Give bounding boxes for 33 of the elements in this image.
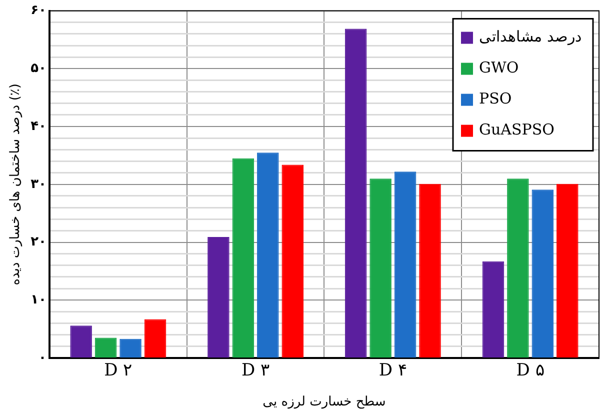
bar [120,338,142,358]
bar [556,184,578,358]
y-tick-label: ۲۰ [30,234,46,250]
y-tick-label: ۵۰ [30,61,46,76]
x-tick-label: D ۲ [104,360,132,381]
y-tick-label: ۱۰ [30,292,46,308]
bar [70,326,92,358]
bar [394,172,416,358]
bar [94,338,117,358]
bar [507,178,529,358]
bar [344,28,367,358]
y-tick-label: ۶۰ [30,3,46,18]
bar [144,319,166,358]
bar [370,178,392,358]
legend-label: درصد مشاهداتی [479,28,582,46]
x-axis-title: سطح خسارت لرزه یی [262,394,386,410]
legend-label: PSO [479,90,512,108]
y-tick-label: ۰ [38,350,46,366]
bar [419,184,441,358]
bar [232,158,254,358]
bar [532,190,554,358]
x-tick-label: D ۳ [242,360,270,381]
x-tick-label: D ۵ [516,360,544,381]
legend-label: GWO [479,58,519,77]
y-tick-label: ۴۰ [30,118,46,134]
y-axis-title: درصد ساختمان های خسارت دیده (٪) [8,84,24,286]
bar [282,164,304,358]
x-tick-label: D ۴ [378,360,407,381]
bar [208,237,230,358]
legend-label: GuASPSO [479,120,554,139]
y-tick-label: ۳۰ [30,176,46,192]
bar [482,261,504,358]
bar [257,152,279,358]
